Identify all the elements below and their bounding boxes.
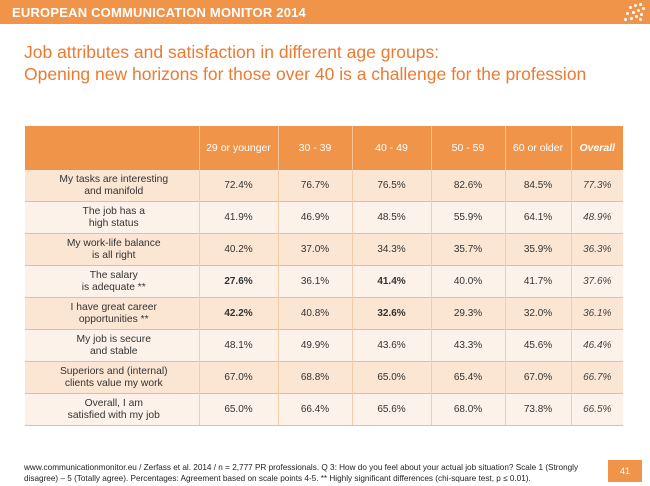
table-row: Overall, I am satisfied with my job 65.0%… bbox=[25, 393, 623, 426]
table-cell: 45.6% bbox=[504, 329, 571, 362]
table-cell: 67.0% bbox=[504, 361, 571, 394]
table-cell: 65.0% bbox=[198, 393, 278, 426]
column-header: 30 - 39 bbox=[277, 126, 352, 170]
column-header: 60 or older bbox=[504, 126, 571, 170]
column-header: 50 - 59 bbox=[430, 126, 505, 170]
row-label: I have great career opportunities ** bbox=[25, 297, 199, 330]
table-cell: 68.0% bbox=[430, 393, 505, 426]
row-label: My work-life balance is all right bbox=[25, 233, 199, 266]
column-header: 40 - 49 bbox=[351, 126, 431, 170]
row-label: My job is secure and stable bbox=[25, 329, 199, 362]
table-cell: 40.0% bbox=[430, 265, 505, 298]
table-cell: 36.1% bbox=[277, 265, 352, 298]
results-table-container: 29 or younger 30 - 39 40 - 49 50 - 59 60… bbox=[25, 126, 623, 426]
table-cell: 76.5% bbox=[351, 169, 431, 202]
table-cell: 35.9% bbox=[504, 233, 571, 266]
overall-cell: 36.1% bbox=[570, 297, 623, 330]
table-header-row: 29 or younger 30 - 39 40 - 49 50 - 59 60… bbox=[25, 126, 623, 170]
table-cell: 35.7% bbox=[430, 233, 505, 266]
table-cell: 34.3% bbox=[351, 233, 431, 266]
table-cell: 27.6% bbox=[198, 265, 278, 298]
row-label: Superiors and (internal) clients value my… bbox=[25, 361, 199, 394]
table-cell: 41.4% bbox=[351, 265, 431, 298]
header-bar: EUROPEAN COMMUNICATION MONITOR 2014 bbox=[0, 0, 650, 24]
table-row: My job is secure and stable 48.1% 49.9% 4… bbox=[25, 329, 623, 362]
page-title: Job attributes and satisfaction in diffe… bbox=[24, 41, 634, 85]
table-row: I have great career opportunities ** 42.2… bbox=[25, 297, 623, 330]
overall-cell: 66.5% bbox=[570, 393, 623, 426]
table-cell: 32.6% bbox=[351, 297, 431, 330]
table-row: My tasks are interesting and manifold 72.… bbox=[25, 169, 623, 202]
table-cell: 67.0% bbox=[198, 361, 278, 394]
table-cell: 76.7% bbox=[277, 169, 352, 202]
logo-dots-icon bbox=[620, 1, 646, 23]
table-cell: 41.9% bbox=[198, 201, 278, 234]
header-blank-cell bbox=[25, 126, 199, 170]
table-cell: 65.0% bbox=[351, 361, 431, 394]
table-cell: 49.9% bbox=[277, 329, 352, 362]
column-header-overall: Overall bbox=[570, 126, 623, 170]
table-cell: 41.7% bbox=[504, 265, 571, 298]
table-cell: 43.6% bbox=[351, 329, 431, 362]
table-cell: 40.2% bbox=[198, 233, 278, 266]
row-label: The job has a high status bbox=[25, 201, 199, 234]
results-table: 29 or younger 30 - 39 40 - 49 50 - 59 60… bbox=[25, 126, 623, 426]
table-cell: 37.0% bbox=[277, 233, 352, 266]
table-cell: 82.6% bbox=[430, 169, 505, 202]
table-cell: 68.8% bbox=[277, 361, 352, 394]
table-row: My work-life balance is all right 40.2% 3… bbox=[25, 233, 623, 266]
table-cell: 73.8% bbox=[504, 393, 571, 426]
overall-cell: 48.9% bbox=[570, 201, 623, 234]
table-cell: 84.5% bbox=[504, 169, 571, 202]
overall-cell: 36.3% bbox=[570, 233, 623, 266]
table-cell: 55.9% bbox=[430, 201, 505, 234]
page-number: 41 bbox=[608, 460, 642, 482]
title-line-1: Job attributes and satisfaction in diffe… bbox=[24, 42, 440, 62]
table-cell: 40.8% bbox=[277, 297, 352, 330]
overall-cell: 77.3% bbox=[570, 169, 623, 202]
footnote-line-2: disagree) – 5 (Totally agree). Percentag… bbox=[24, 474, 531, 483]
overall-cell: 46.4% bbox=[570, 329, 623, 362]
table-cell: 48.5% bbox=[351, 201, 431, 234]
table-cell: 46.9% bbox=[277, 201, 352, 234]
table-cell: 32.0% bbox=[504, 297, 571, 330]
row-label: My tasks are interesting and manifold bbox=[25, 169, 199, 202]
title-line-2: Opening new horizons for those over 40 i… bbox=[24, 64, 587, 84]
table-row: Superiors and (internal) clients value my… bbox=[25, 361, 623, 394]
overall-cell: 66.7% bbox=[570, 361, 623, 394]
table-cell: 29.3% bbox=[430, 297, 505, 330]
table-cell: 66.4% bbox=[277, 393, 352, 426]
table-cell: 65.4% bbox=[430, 361, 505, 394]
table-row: The salary is adequate ** 27.6% 36.1% 41.… bbox=[25, 265, 623, 298]
overall-cell: 37.6% bbox=[570, 265, 623, 298]
table-cell: 72.4% bbox=[198, 169, 278, 202]
row-label: Overall, I am satisfied with my job bbox=[25, 393, 199, 426]
row-label: The salary is adequate ** bbox=[25, 265, 199, 298]
table-row: The job has a high status 41.9% 46.9% 48.… bbox=[25, 201, 623, 234]
table-cell: 64.1% bbox=[504, 201, 571, 234]
table-cell: 42.2% bbox=[198, 297, 278, 330]
table-cell: 65.6% bbox=[351, 393, 431, 426]
column-header: 29 or younger bbox=[198, 126, 278, 170]
table-cell: 43.3% bbox=[430, 329, 505, 362]
brand-title: EUROPEAN COMMUNICATION MONITOR 2014 bbox=[12, 5, 306, 20]
table-cell: 48.1% bbox=[198, 329, 278, 362]
footnote-line-1: www.communicationmonitor.eu / Zerfass et… bbox=[24, 463, 579, 472]
source-footnote: www.communicationmonitor.eu / Zerfass et… bbox=[24, 462, 594, 484]
